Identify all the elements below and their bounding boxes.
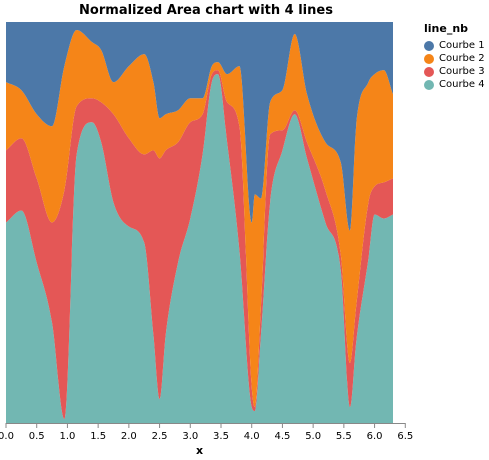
area-courbe-1: [6, 22, 393, 231]
stacked-areas: [6, 22, 393, 423]
x-axis-title: x: [196, 444, 203, 457]
area-courbe-4: [6, 74, 393, 423]
chart-title: Normalized Area chart with 4 lines: [79, 3, 333, 18]
area-courbe-3: [6, 70, 393, 419]
x-tick-label: 3.5: [213, 431, 229, 442]
legend-label: Courbe 4: [439, 79, 485, 90]
x-tick-label: 6.5: [397, 431, 413, 442]
legend-swatch: [424, 79, 434, 90]
x-tick-label: 5.5: [336, 431, 352, 442]
legend: line_nb Courbe 1 Courbe 2 Courbe 3 Courbe 4: [424, 22, 485, 91]
x-tick-label: 1.0: [59, 431, 75, 442]
x-tick-label: 0.5: [29, 431, 45, 442]
x-tick-label: 4.0: [244, 431, 260, 442]
legend-swatch: [424, 66, 434, 77]
legend-label: Courbe 2: [439, 53, 485, 64]
x-tick-label: 2.5: [152, 431, 168, 442]
legend-label: Courbe 1: [439, 40, 485, 51]
legend-swatch: [424, 40, 434, 51]
x-tick-label: 6.0: [367, 431, 383, 442]
x-axis: 0.0 0.5 1.0 1.5 2.0 2.5 3.0 3.5 4.0 4.5 5.0 5.5 6.0 6…: [0, 423, 413, 442]
area-courbe-2: [6, 30, 393, 407]
x-tick-label: 4.5: [274, 431, 290, 442]
x-tick-label: 5.0: [305, 431, 321, 442]
legend-item-courbe-1: Courbe 1: [424, 39, 485, 52]
x-tick-label: 2.0: [121, 431, 137, 442]
legend-item-courbe-3: Courbe 3: [424, 65, 485, 78]
x-tick-label: 3.0: [182, 431, 198, 442]
legend-items: Courbe 1 Courbe 2 Courbe 3 Courbe 4: [424, 39, 485, 91]
x-tick-label: 1.5: [90, 431, 106, 442]
legend-label: Courbe 3: [439, 66, 485, 77]
legend-swatch: [424, 53, 434, 64]
legend-item-courbe-4: Courbe 4: [424, 78, 485, 91]
legend-title: line_nb: [424, 22, 469, 35]
x-tick-label: 0.0: [0, 431, 14, 442]
legend-item-courbe-2: Courbe 2: [424, 52, 485, 65]
